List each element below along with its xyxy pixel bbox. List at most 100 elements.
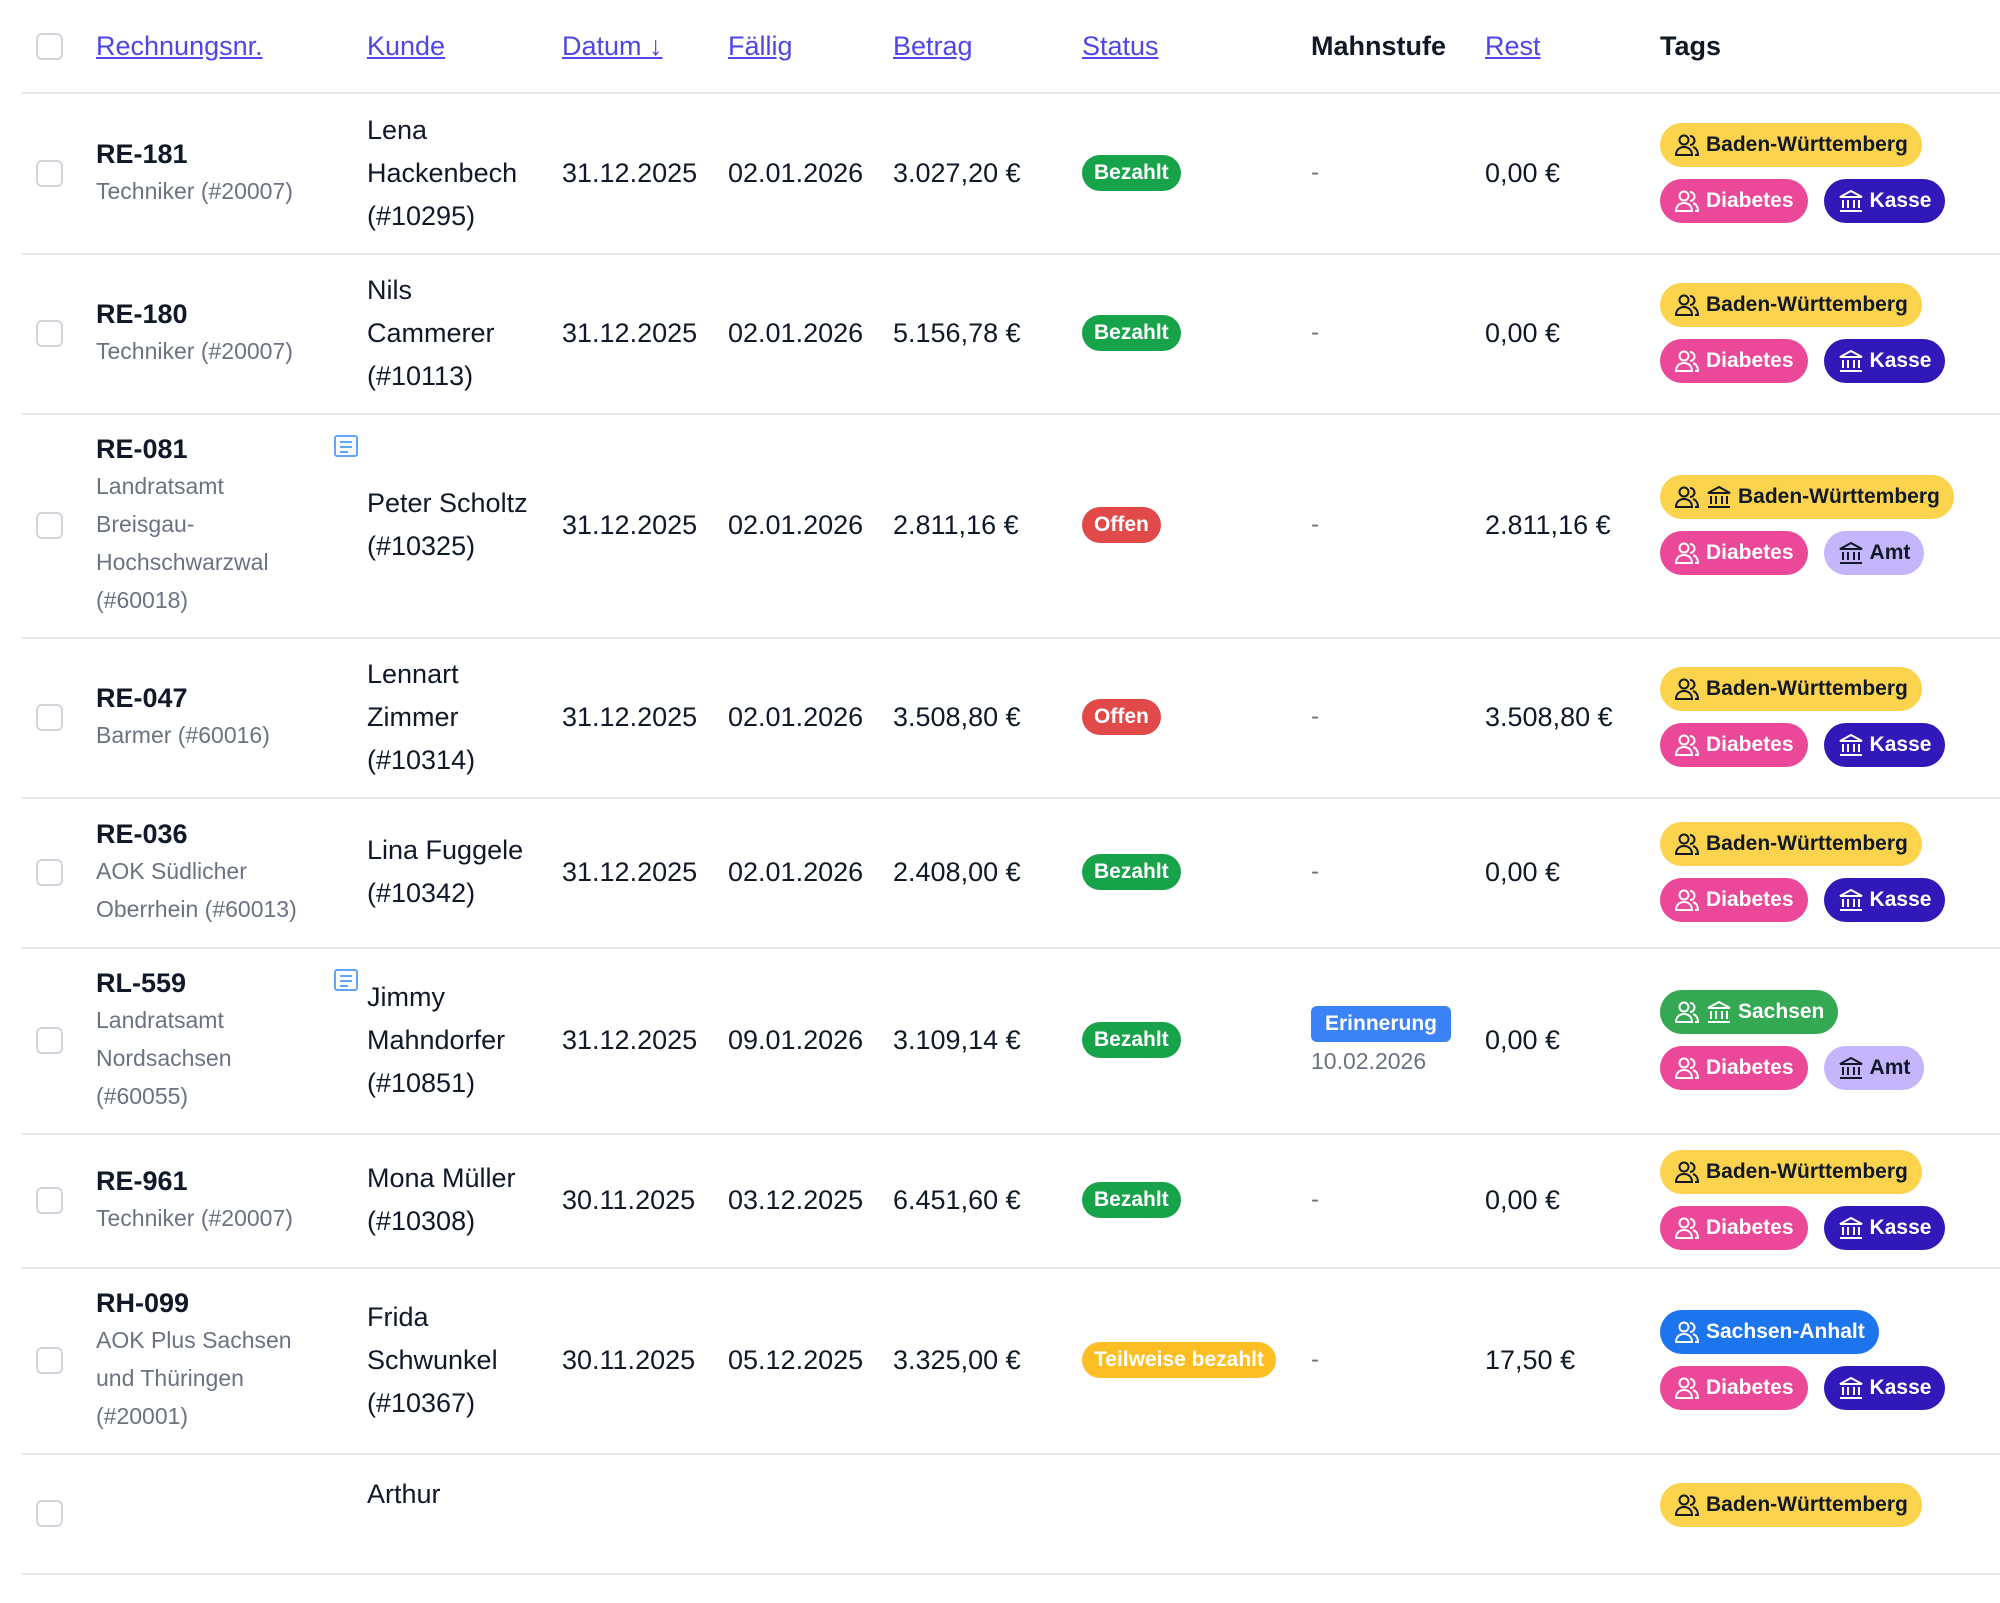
invoice-number[interactable]: RE-181 bbox=[96, 139, 188, 169]
customer-name[interactable]: Lina Fuggele (#10342) bbox=[367, 829, 523, 915]
remaining-amount: 3.508,80 € bbox=[1485, 701, 1613, 732]
tag-line: Diabetes Kasse bbox=[1660, 179, 1946, 223]
dunning-cell: - bbox=[1311, 637, 1511, 797]
tag-chip[interactable]: Amt bbox=[1823, 1046, 1925, 1090]
row-checkbox[interactable] bbox=[36, 159, 63, 187]
customer-name[interactable]: Lena Hackenbech (#10295) bbox=[367, 109, 517, 238]
customer-name[interactable]: Frida Schwunkel (#10367) bbox=[367, 1296, 498, 1425]
tag-label: Sachsen bbox=[1738, 1000, 1825, 1023]
row-checkbox[interactable] bbox=[36, 1346, 63, 1374]
invoice-amount-cell: 2.408,00 € bbox=[893, 797, 1093, 947]
invoice-number[interactable]: RE-081 bbox=[96, 434, 188, 464]
invoice-info: RE-180 Techniker (#20007) bbox=[96, 296, 293, 370]
sort-rechnungsnr-link[interactable]: Rechnungsnr. bbox=[96, 30, 263, 61]
table-row[interactable]: RE-036 AOK Südlicher Oberrhein (#60013) Lin… bbox=[22, 797, 2000, 949]
row-checkbox[interactable] bbox=[36, 858, 63, 886]
sort-status-link[interactable]: Status bbox=[1082, 30, 1159, 61]
table-row[interactable]: RE-081 Landratsamt Breisgau- Hochschwarzwal… bbox=[22, 413, 2000, 639]
select-all-checkbox[interactable] bbox=[36, 32, 63, 60]
tag-chip[interactable]: Kasse bbox=[1823, 339, 1946, 383]
tags-cell: Baden-Württemberg Diabetes Kasse bbox=[1660, 797, 2000, 947]
bank-icon bbox=[1838, 887, 1864, 913]
tag-chip[interactable]: Diabetes bbox=[1660, 179, 1808, 223]
row-checkbox[interactable] bbox=[36, 1186, 63, 1214]
note-icon[interactable] bbox=[334, 435, 358, 457]
tag-label: Diabetes bbox=[1706, 1376, 1794, 1399]
tag-line: Diabetes Kasse bbox=[1660, 723, 1946, 767]
row-checkbox[interactable] bbox=[36, 319, 63, 347]
table-row[interactable]: RE-181 Techniker (#20007) Lena Hackenbech (#… bbox=[22, 93, 2000, 255]
tag-chip[interactable]: Diabetes bbox=[1660, 531, 1808, 575]
row-select-cell bbox=[22, 93, 98, 253]
tag-chip[interactable]: Diabetes bbox=[1660, 1046, 1808, 1090]
people-icon bbox=[1674, 132, 1700, 158]
tag-chip[interactable]: Baden-Württemberg bbox=[1660, 667, 1922, 711]
tag-chip[interactable]: Baden-Württemberg bbox=[1660, 475, 1954, 519]
row-checkbox[interactable] bbox=[36, 1499, 63, 1527]
invoice-number[interactable]: RE-036 bbox=[96, 819, 188, 849]
tag-chip[interactable]: Sachsen-Anhalt bbox=[1660, 1310, 1879, 1354]
invoice-number[interactable]: RE-180 bbox=[96, 299, 188, 329]
table-row[interactable]: Arthur Baden-Württemberg bbox=[22, 1453, 2000, 1575]
sort-kunde-link[interactable]: Kunde bbox=[367, 30, 446, 61]
tag-label: Sachsen-Anhalt bbox=[1706, 1320, 1865, 1343]
invoice-number[interactable]: RE-961 bbox=[96, 1166, 188, 1196]
row-checkbox[interactable] bbox=[36, 703, 63, 731]
row-checkbox[interactable] bbox=[36, 1026, 63, 1054]
tag-chip[interactable]: Diabetes bbox=[1660, 1366, 1808, 1410]
tag-chip[interactable]: Kasse bbox=[1823, 723, 1946, 767]
table-row[interactable]: RE-180 Techniker (#20007) Nils Cammerer (#10… bbox=[22, 253, 2000, 415]
tag-chip[interactable]: Kasse bbox=[1823, 878, 1946, 922]
tag-chip[interactable]: Kasse bbox=[1823, 1366, 1946, 1410]
table-row[interactable]: RE-047 Barmer (#60016) Lennart Zimmer (#1031… bbox=[22, 637, 2000, 799]
tag-chip[interactable]: Diabetes bbox=[1660, 878, 1808, 922]
customer-name-line: (#10314) bbox=[367, 744, 476, 775]
dunning-cell: - bbox=[1311, 1133, 1511, 1267]
remaining-amount: 17,50 € bbox=[1485, 1344, 1576, 1375]
customer-name[interactable]: Mona Müller (#10308) bbox=[367, 1157, 516, 1243]
tag-label: Kasse bbox=[1869, 349, 1932, 372]
table-row[interactable]: RE-961 Techniker (#20007) Mona Müller (#103… bbox=[22, 1133, 2000, 1269]
invoice-info: RE-036 AOK Südlicher Oberrhein (#60013) bbox=[96, 816, 297, 928]
status-badge: Offen bbox=[1082, 699, 1161, 735]
note-icon[interactable] bbox=[334, 969, 358, 991]
tag-chip[interactable]: Baden-Württemberg bbox=[1660, 1483, 1922, 1527]
invoice-number[interactable]: RL-559 bbox=[96, 968, 187, 998]
tag-chip[interactable]: Diabetes bbox=[1660, 723, 1808, 767]
customer-name[interactable]: Arthur bbox=[367, 1473, 441, 1516]
customer-name-line: Jimmy bbox=[367, 981, 445, 1012]
customer-name[interactable]: Lennart Zimmer (#10314) bbox=[367, 653, 475, 782]
tag-chip[interactable]: Diabetes bbox=[1660, 339, 1808, 383]
sort-faellig-link[interactable]: Fällig bbox=[728, 30, 793, 61]
tag-chip[interactable]: Amt bbox=[1823, 531, 1925, 575]
tag-chip[interactable]: Kasse bbox=[1823, 179, 1946, 223]
invoice-number[interactable]: RH-099 bbox=[96, 1288, 190, 1318]
customer-name[interactable]: Peter Scholtz (#10325) bbox=[367, 482, 528, 568]
tag-chip[interactable]: Kasse bbox=[1823, 1206, 1946, 1250]
tag-chip[interactable]: Baden-Württemberg bbox=[1660, 822, 1922, 866]
sort-betrag-link[interactable]: Betrag bbox=[893, 30, 973, 61]
customer-name-line: Arthur bbox=[367, 1479, 441, 1509]
dunning-level: - bbox=[1311, 858, 1319, 885]
status-cell: Offen bbox=[1082, 413, 1314, 637]
people-icon bbox=[1674, 1492, 1700, 1518]
table-row[interactable]: RH-099 AOK Plus Sachsen und Thüringen (#200… bbox=[22, 1267, 2000, 1455]
sort-rest-link[interactable]: Rest bbox=[1485, 30, 1541, 61]
customer-name[interactable]: Nils Cammerer (#10113) bbox=[367, 269, 495, 398]
remaining-amount: 0,00 € bbox=[1485, 157, 1561, 188]
tags-cell: Baden-Württemberg bbox=[1660, 1453, 2000, 1603]
invoice-date: 31.12.2025 bbox=[562, 701, 698, 732]
tag-chip[interactable]: Baden-Württemberg bbox=[1660, 1150, 1922, 1194]
tag-chip[interactable]: Sachsen bbox=[1660, 990, 1839, 1034]
invoice-payer: Breisgau- bbox=[96, 511, 195, 537]
invoice-number[interactable]: RE-047 bbox=[96, 683, 188, 713]
tag-chip[interactable]: Diabetes bbox=[1660, 1206, 1808, 1250]
tag-chip[interactable]: Baden-Württemberg bbox=[1660, 283, 1922, 327]
tag-chip[interactable]: Baden-Württemberg bbox=[1660, 123, 1922, 167]
sort-datum-link[interactable]: Datum ↓ bbox=[562, 31, 663, 62]
invoice-payer: Techniker (#20007) bbox=[96, 338, 293, 364]
table-row[interactable]: RL-559 Landratsamt Nordsachsen (#60055) Jimm… bbox=[22, 947, 2000, 1135]
customer-name[interactable]: Jimmy Mahndorfer (#10851) bbox=[367, 976, 505, 1105]
row-checkbox[interactable] bbox=[36, 511, 63, 539]
customer-name-line: Nils bbox=[367, 274, 412, 305]
